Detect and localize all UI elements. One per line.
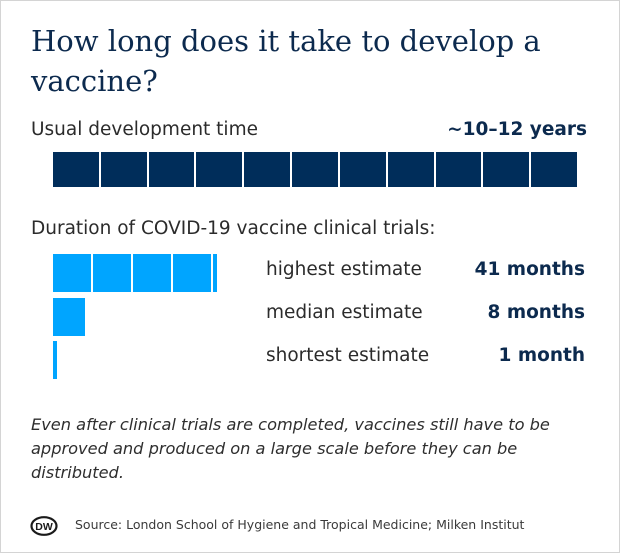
- covid-section-label: Duration of COVID-19 vaccine clinical tr…: [31, 218, 436, 239]
- bar-median-estimate: [53, 298, 85, 336]
- footnote-text: Even after clinical trials are completed…: [31, 415, 550, 482]
- bar-shortest-estimate: [53, 341, 57, 379]
- value-label-median: 8 months: [487, 302, 586, 323]
- usual-segment: [387, 152, 434, 187]
- usual-segment: [148, 152, 195, 187]
- covid-bar-segment: [93, 254, 131, 292]
- usual-value: ~10–12 years: [447, 119, 587, 140]
- dw-logo-icon: DW: [30, 516, 58, 536]
- value-label-shortest: 1 month: [498, 345, 585, 366]
- usual-segment: [339, 152, 386, 187]
- usual-segment: [244, 152, 291, 187]
- value-label-highest: 41 months: [474, 259, 585, 280]
- usual-segment: [292, 152, 338, 187]
- usual-segment: [435, 152, 482, 187]
- usual-segment: [100, 152, 147, 187]
- category-label-shortest: shortest estimate: [266, 345, 430, 366]
- covid-bar-segment: [53, 341, 57, 379]
- covid-bar-segment: [213, 254, 217, 292]
- covid-bar-segment: [53, 254, 91, 292]
- covid-bar-segment: [173, 254, 211, 292]
- usual-label: Usual development time: [31, 119, 258, 140]
- usual-segment: [196, 152, 243, 187]
- page-title: How long does it take to develop a vacci…: [31, 24, 541, 98]
- dw-logo-text: DW: [35, 521, 53, 533]
- usual-segment: [483, 152, 530, 187]
- usual-segment: [531, 152, 577, 187]
- covid-bar-segment: [133, 254, 171, 292]
- category-label-highest: highest estimate: [266, 259, 422, 280]
- category-label-median: median estimate: [266, 302, 423, 323]
- usual-development-bar: [53, 152, 577, 187]
- covid-bar-segment: [53, 298, 85, 336]
- bar-highest-estimate: [53, 254, 217, 292]
- usual-segment: [53, 152, 99, 187]
- source-text: Source: London School of Hygiene and Tro…: [75, 517, 525, 532]
